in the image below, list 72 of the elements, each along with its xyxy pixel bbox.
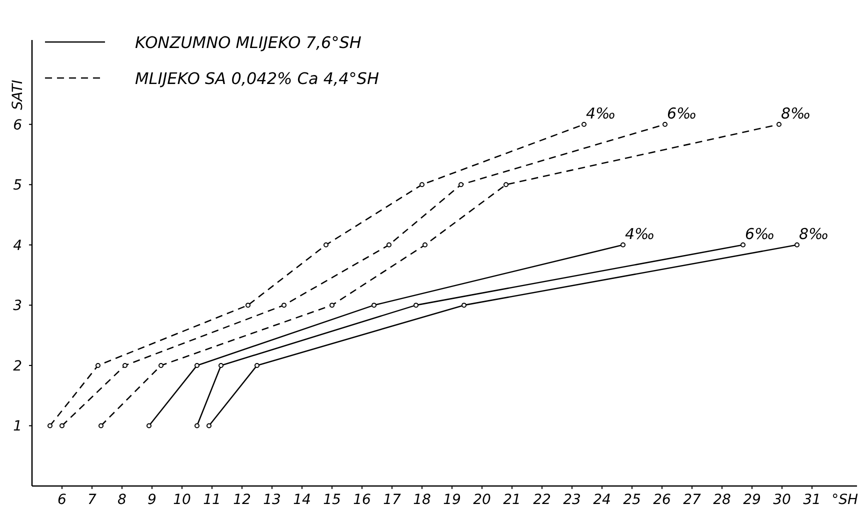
point (146, 423, 152, 428)
y-axis-title: SATI (10, 80, 26, 110)
point (324, 242, 328, 248)
point (462, 302, 466, 308)
point (662, 122, 668, 127)
point (582, 122, 586, 127)
series-label: 8‰ (781, 104, 811, 122)
x-tick-label: 12 (233, 492, 251, 508)
point (372, 302, 376, 308)
point (254, 362, 260, 368)
x-tick-label: 20 (473, 492, 491, 508)
x-tick-label: 8 (118, 492, 127, 508)
point (794, 242, 800, 248)
series-label: 6‰ (745, 224, 775, 243)
x-tick-label: 10 (173, 492, 191, 508)
x-tick-label: 7 (88, 492, 97, 508)
series-label: 6‰ (667, 104, 697, 122)
x-tick-label: 18 (413, 492, 431, 508)
annotation: KONZUMNO MLIJEKO 7,6°SH (135, 33, 362, 52)
y-tick-label: 4 (13, 238, 22, 254)
x-tick-label: 17 (383, 492, 401, 508)
x-tick-label: 25 (623, 492, 641, 508)
point (776, 122, 782, 127)
y-tick-label: 2 (13, 358, 22, 374)
point (458, 182, 464, 188)
point (740, 242, 746, 248)
point (620, 242, 626, 248)
x-tick-label: 28 (713, 492, 731, 508)
x-tick-label: 19 (443, 492, 461, 508)
point (218, 362, 224, 368)
point (206, 423, 212, 428)
y-tick-label: 5 (13, 178, 22, 194)
x-axis-title: °SH (832, 492, 858, 508)
point (422, 242, 428, 248)
x-tick-label: 14 (293, 492, 311, 508)
y-tick-label: 1 (13, 418, 22, 435)
point (194, 423, 200, 428)
annotation: MLIJEKO SA 0,042% Ca 4,4°SH (135, 69, 379, 88)
x-tick-label: 11 (203, 492, 221, 508)
point (420, 182, 424, 188)
point (246, 302, 250, 308)
point (504, 182, 508, 188)
point (60, 423, 64, 428)
y-tick-label: 6 (13, 117, 22, 134)
x-tick-label: 13 (263, 492, 281, 508)
x-tick-label: 24 (593, 492, 611, 508)
x-tick-label: 9 (148, 492, 157, 508)
x-tick-label: 15 (323, 492, 341, 508)
x-tick-label: 31 (803, 492, 821, 508)
x-tick-label: 29 (743, 492, 761, 508)
point (122, 362, 128, 368)
y-tick-label: 3 (13, 298, 22, 314)
x-tick-label: 21 (503, 492, 521, 508)
x-tick-label: 16 (353, 492, 371, 508)
point (96, 362, 100, 368)
x-tick-label: 30 (773, 492, 791, 508)
series-label: 4‰ (625, 224, 655, 243)
point (330, 302, 334, 308)
x-tick-label: 26 (653, 492, 671, 508)
x-tick-label: 22 (533, 492, 551, 508)
point (194, 362, 200, 368)
series-label: 8‰ (799, 224, 829, 243)
point (386, 242, 392, 248)
series-label: 4‰ (586, 104, 616, 122)
point (48, 423, 52, 428)
point (282, 302, 286, 308)
point (158, 362, 164, 368)
x-tick-label: 6 (58, 492, 67, 508)
point (98, 423, 104, 428)
x-tick-label: 27 (683, 492, 701, 508)
point (414, 302, 418, 308)
x-tick-label: 23 (563, 492, 581, 508)
